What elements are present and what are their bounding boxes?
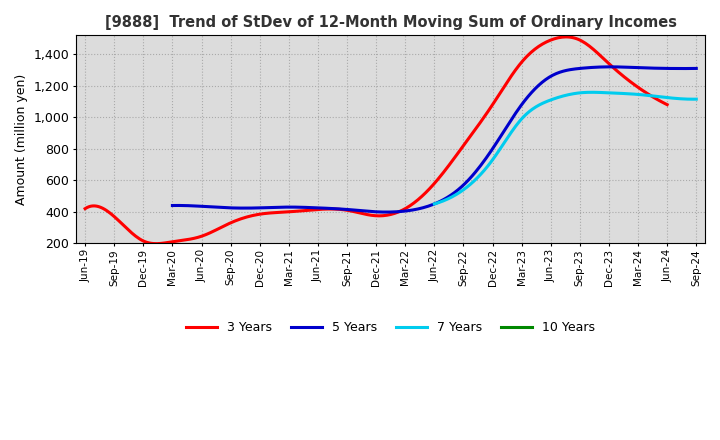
5 Years [168,203,176,208]
3 Years [562,34,570,40]
Line: 3 Years: 3 Years [85,37,667,244]
3 Years [83,205,91,210]
7 Years [668,95,677,101]
5 Years [490,143,499,148]
7 Years [588,90,596,95]
7 Years [430,201,438,206]
3 Years [439,170,448,175]
Line: 5 Years: 5 Years [172,67,696,212]
5 Years [606,64,615,70]
5 Years [482,156,490,161]
3 Years [81,206,89,211]
3 Years [663,102,672,107]
5 Years [382,209,390,215]
5 Years [647,66,655,71]
5 Years [480,158,489,163]
3 Years [153,241,161,246]
7 Years [431,201,439,206]
7 Years [692,96,701,102]
7 Years [652,94,660,99]
7 Years [585,90,594,95]
Legend: 3 Years, 5 Years, 7 Years, 10 Years: 3 Years, 5 Years, 7 Years, 10 Years [181,316,600,339]
3 Years [612,68,621,73]
7 Years [591,90,600,95]
5 Years [170,203,179,208]
5 Years [692,66,701,71]
Y-axis label: Amount (million yen): Amount (million yen) [15,74,28,205]
Line: 7 Years: 7 Years [434,92,696,204]
3 Years [429,182,438,187]
Title: [9888]  Trend of StDev of 12-Month Moving Sum of Ordinary Incomes: [9888] Trend of StDev of 12-Month Moving… [104,15,677,30]
3 Years [575,37,584,43]
5 Years [613,64,622,70]
7 Years [586,90,595,95]
3 Years [427,184,436,189]
